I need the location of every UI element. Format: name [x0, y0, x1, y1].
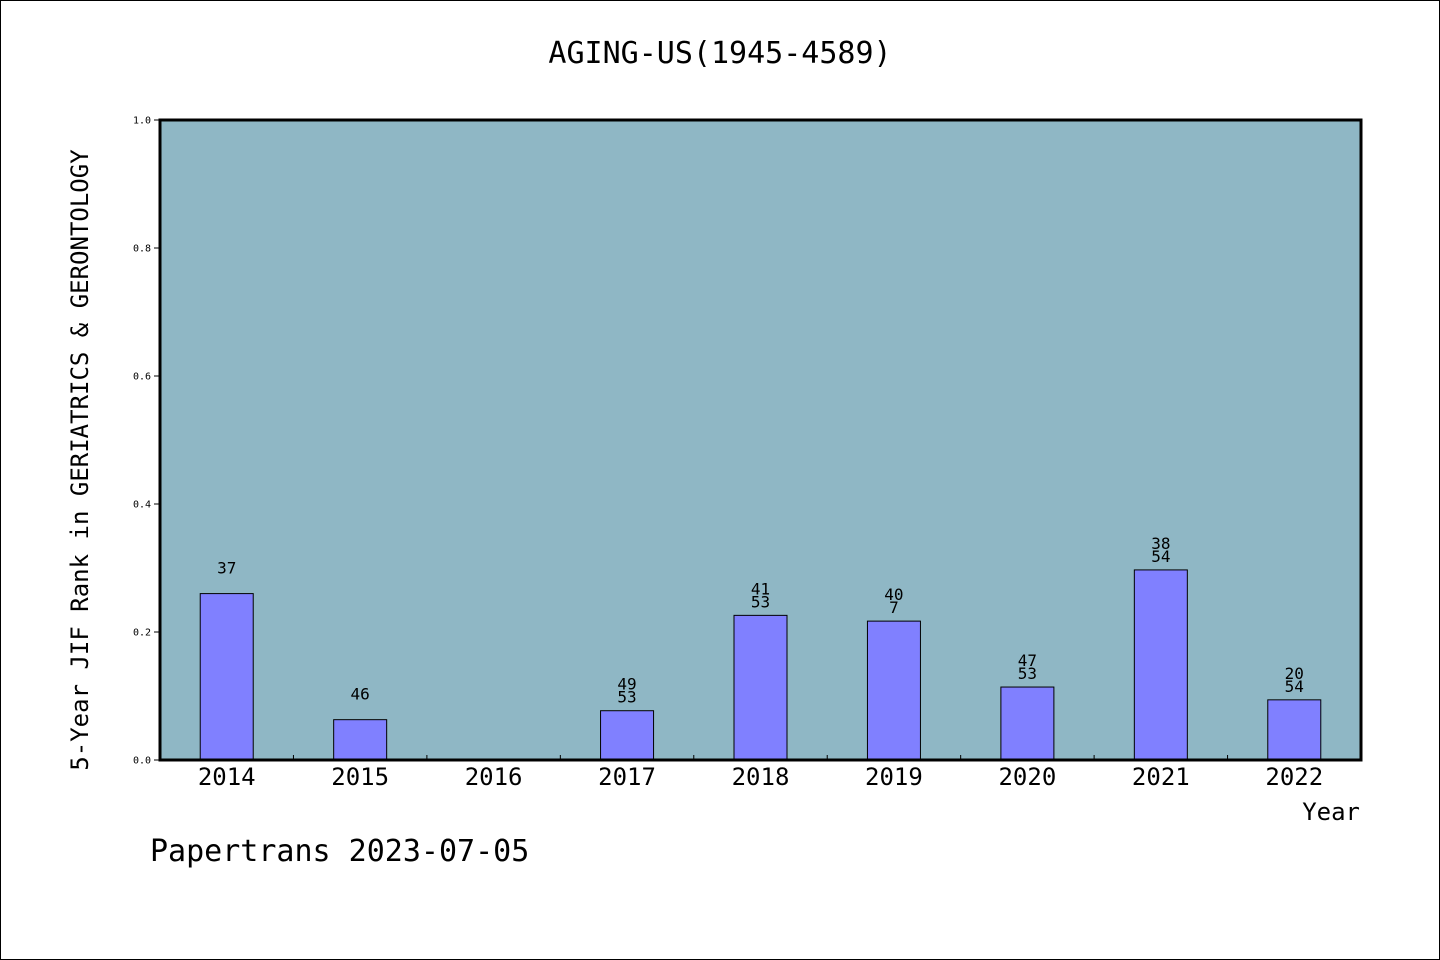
bar-label-2018-1: 41 — [751, 579, 770, 598]
bar-label-2022-1: 20 — [1285, 664, 1304, 683]
x-tick-label-2014: 2014 — [198, 763, 256, 791]
bar-2017 — [600, 710, 655, 761]
x-tick-label-2015: 2015 — [331, 763, 389, 791]
x-tick-label-2021: 2021 — [1132, 763, 1190, 791]
y-tick-label: 0.2 — [133, 628, 151, 639]
bar-label-2018-2: 53 — [751, 592, 770, 611]
x-tick-label-2017: 2017 — [598, 763, 656, 791]
bar-label-2022-2: 54 — [1285, 677, 1304, 696]
bar-label-2020-1: 47 — [1018, 651, 1037, 670]
bar-2014 — [199, 593, 254, 761]
bar-label-2020-2: 53 — [1018, 664, 1037, 683]
x-tick-label-2022: 2022 — [1265, 763, 1323, 791]
x-tick-label-2019: 2019 — [865, 763, 923, 791]
bar-2018 — [733, 614, 788, 761]
chart-title: AGING-US(1945-4589) — [548, 36, 892, 71]
x-tick-label-2020: 2020 — [998, 763, 1056, 791]
bar-2015 — [333, 719, 388, 761]
bar-label-2021-2: 54 — [1151, 547, 1170, 566]
y-tick-label: 1.0 — [133, 116, 151, 127]
bar-label-2021-1: 38 — [1151, 534, 1170, 553]
bar-label-2019-2: 7 — [889, 598, 899, 617]
x-tick-label-2016: 2016 — [465, 763, 523, 791]
bar-label-2017-2: 53 — [617, 688, 636, 707]
bar-label-2014-1: 37 — [217, 559, 236, 578]
bar-label-2015-1: 46 — [351, 685, 370, 704]
y-tick-label: 0.0 — [133, 756, 151, 767]
bar-label-2019-1: 40 — [884, 585, 903, 604]
bar-2021 — [1133, 569, 1188, 761]
bar-2022 — [1267, 699, 1322, 761]
bar-2019 — [866, 620, 921, 761]
y-tick-label: 0.4 — [133, 500, 151, 511]
bar-2020 — [1000, 686, 1055, 761]
footer-stamp: Papertrans 2023-07-05 — [150, 834, 530, 869]
x-axis-label: Year — [1302, 798, 1360, 826]
y-tick-label: 0.8 — [133, 244, 151, 255]
plot-border — [158, 118, 1363, 762]
x-tick-label-2018: 2018 — [732, 763, 790, 791]
y-tick-label: 0.6 — [133, 372, 151, 383]
bar-label-2017-1: 49 — [617, 675, 636, 694]
